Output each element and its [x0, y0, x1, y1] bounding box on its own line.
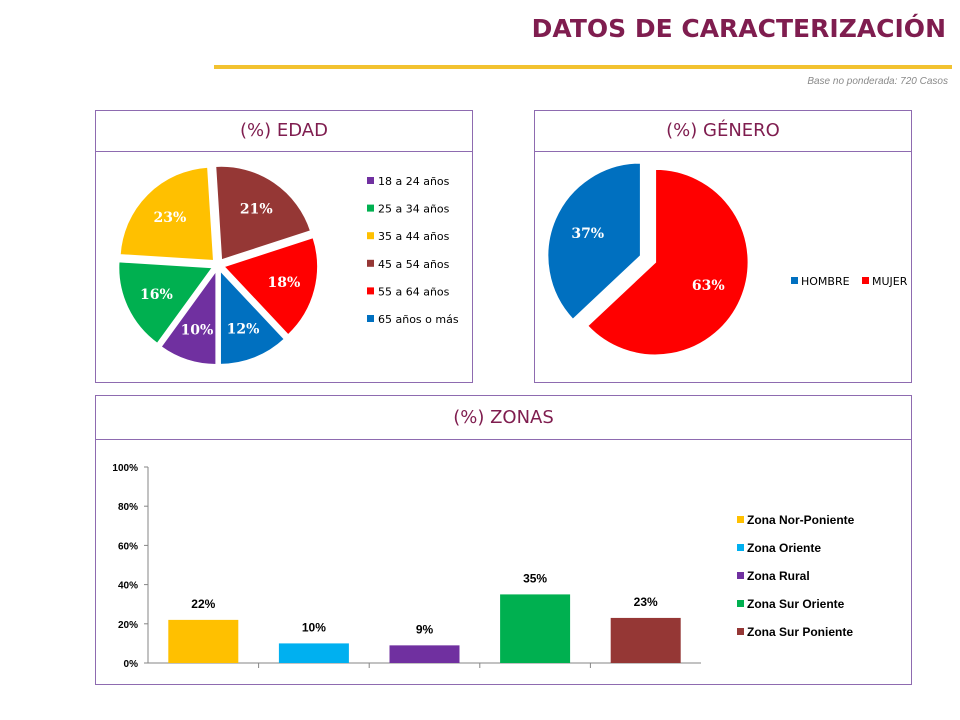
pie-slice-18-a-24-anos [159, 268, 217, 366]
pie-label-hombre: 37% [571, 226, 604, 242]
y-tick-label: 60% [118, 541, 138, 552]
bar-zona-nor-poniente [168, 619, 239, 663]
legend-label-55-a-64-anos: 55 a 64 años [378, 285, 450, 298]
edad-title: (%) EDAD [96, 111, 472, 152]
pie-label-18-a-24-anos: 10% [181, 323, 214, 339]
legend-swatch-mujer [862, 277, 869, 284]
zonas-chart: 0% 20% 40% 60% 80% 100% 22% 10% 9% 35% 23% Zona Nor… [112, 463, 855, 670]
legend-label-zona-oriente: Zona Oriente [747, 541, 821, 555]
genero-chart: 37% 63% HOMBRE MUJER [546, 162, 908, 356]
zonas-title: (%) ZONAS [96, 396, 911, 440]
page-title: DATOS DE CARACTERIZACIÓN [531, 14, 946, 43]
legend-swatch-65-anos-o-mas [367, 315, 374, 322]
legend-label-zona-sur-oriente: Zona Sur Oriente [747, 597, 845, 611]
legend-swatch-zona-oriente [737, 544, 744, 551]
pie-label-35-a-44-anos: 23% [153, 210, 186, 226]
pie-label-25-a-34-anos: 16% [140, 287, 173, 303]
legend-swatch-55-a-64-anos [367, 287, 374, 295]
genero-title: (%) GÉNERO [535, 111, 911, 152]
legend-label-65-anos-o-mas: 65 años o más [378, 313, 459, 326]
bar-zona-oriente [278, 643, 349, 663]
legend-label-18-a-24-anos: 18 a 24 años [378, 175, 450, 188]
pie-slice-45-a-54-anos [214, 165, 312, 262]
edad-chart: 10% 16% 23% 21% 18% 12% 18 a 24 años 25 a 34 añ… [117, 165, 459, 366]
y-tick-label: 100% [112, 463, 138, 474]
bar-label-zona-sur-oriente: 35% [523, 571, 547, 585]
legend-swatch-zona-sur-poniente [737, 628, 744, 635]
legend-swatch-zona-rural [737, 572, 744, 579]
base-note: Base no ponderada: 720 Casos [807, 76, 948, 87]
bar-label-zona-oriente: 10% [302, 620, 326, 634]
legend-swatch-zona-sur-oriente [737, 600, 744, 607]
pie-label-45-a-54-anos: 21% [240, 202, 273, 218]
legend-label-hombre: HOMBRE [801, 275, 850, 288]
pie-label-55-a-64-anos: 18% [268, 275, 301, 291]
legend-swatch-hombre [791, 277, 798, 284]
legend-swatch-25-a-34-anos [367, 204, 374, 212]
bar-zona-sur-oriente [500, 594, 571, 663]
pie-slice-35-a-44-anos [119, 166, 215, 262]
legend-label-25-a-34-anos: 25 a 34 años [378, 203, 450, 216]
legend-label-zona-sur-poniente: Zona Sur Poniente [747, 625, 853, 639]
zonas-panel: (%) ZONAS 0% 20% 40% 60% 80% 100% 22% 10% 9% 35% 2… [95, 395, 912, 685]
pie-slice-55-a-64-anos [222, 236, 319, 337]
edad-panel: (%) EDAD 10% 16% 23% 21% 18% 12% 18 a 24 años 2… [95, 110, 473, 383]
y-tick-label: 20% [118, 620, 138, 631]
legend-swatch-35-a-44-anos [367, 232, 374, 240]
bar-label-zona-sur-poniente: 23% [634, 595, 658, 609]
y-tick-label: 80% [118, 502, 138, 513]
legend-label-zona-rural: Zona Rural [747, 569, 810, 583]
pie-label-65-anos-o-mas: 12% [227, 321, 260, 337]
legend-label-mujer: MUJER [872, 275, 908, 288]
bar-zona-rural [389, 645, 460, 663]
legend-swatch-18-a-24-anos [367, 177, 374, 184]
pie-slice-65-anos-o-mas [219, 268, 286, 366]
legend-label-45-a-54-anos: 45 a 54 años [378, 258, 450, 271]
legend-swatch-45-a-54-anos [367, 259, 374, 267]
pie-slice-25-a-34-anos [117, 260, 214, 345]
bar-zona-sur-poniente [610, 617, 681, 663]
pie-slice-mujer [586, 168, 750, 356]
bar-label-zona-rural: 9% [416, 622, 434, 636]
pie-slice-hombre [546, 162, 642, 321]
legend-swatch-zona-nor-poniente [737, 516, 744, 523]
y-tick-label: 0% [124, 659, 139, 670]
legend-label-35-a-44-anos: 35 a 44 años [378, 230, 450, 243]
title-underline [214, 65, 952, 69]
pie-label-mujer: 63% [692, 278, 725, 294]
legend-label-zona-nor-poniente: Zona Nor-Poniente [747, 513, 855, 527]
y-tick-label: 40% [118, 581, 138, 592]
genero-panel: (%) GÉNERO 37% 63% HOMBRE MUJER [534, 110, 912, 383]
bar-label-zona-nor-poniente: 22% [191, 597, 215, 611]
